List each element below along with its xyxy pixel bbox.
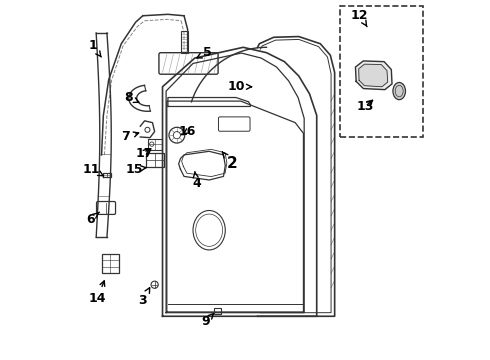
- Text: 2: 2: [222, 152, 238, 171]
- Text: 17: 17: [135, 147, 152, 159]
- Bar: [148, 139, 162, 149]
- Text: 11: 11: [83, 163, 103, 176]
- Polygon shape: [355, 61, 392, 90]
- Text: 13: 13: [356, 100, 374, 113]
- Text: 5: 5: [197, 46, 212, 59]
- Bar: [340, 6, 422, 137]
- Text: 1: 1: [88, 39, 101, 57]
- Text: 6: 6: [86, 212, 99, 226]
- Bar: [181, 31, 188, 53]
- Text: 10: 10: [227, 80, 251, 93]
- Ellipse shape: [393, 82, 406, 100]
- Text: 3: 3: [139, 288, 150, 307]
- Text: 7: 7: [122, 130, 139, 144]
- Bar: [147, 153, 164, 167]
- Text: 16: 16: [178, 125, 196, 138]
- Text: 9: 9: [201, 314, 214, 328]
- Text: 12: 12: [351, 9, 368, 27]
- Text: 14: 14: [89, 281, 106, 305]
- Text: 15: 15: [125, 163, 146, 176]
- Bar: [101, 253, 119, 273]
- Text: 4: 4: [192, 171, 201, 190]
- Text: 8: 8: [124, 91, 139, 104]
- Bar: [214, 308, 221, 315]
- Polygon shape: [359, 64, 388, 87]
